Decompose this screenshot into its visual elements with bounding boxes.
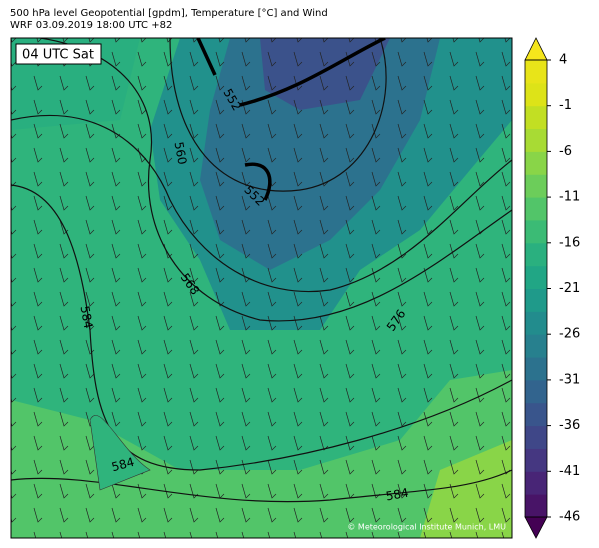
time-label: 04 UTC Sat: [22, 48, 94, 63]
colorbar-band: [525, 288, 547, 312]
colorbar-band: [525, 60, 547, 84]
colorbar-band: [525, 197, 547, 221]
colorbar: 4 -1 -6 -11 -16 -21 -26 -31 -36 -41 -46: [524, 37, 580, 539]
colorbar-tick-label: -16: [559, 235, 580, 250]
colorbar-band: [525, 174, 547, 198]
colorbar-tick-label: -21: [559, 281, 580, 296]
subtitle: WRF 03.09.2019 18:00 UTC +82: [10, 20, 172, 31]
colorbar-tick-label: -6: [559, 144, 572, 159]
colorbar-band: [525, 151, 547, 175]
colorbar-tick-label: -36: [559, 418, 580, 433]
colorbar-band: [525, 471, 547, 495]
colorbar-band: [525, 82, 547, 107]
colorbar-tick-label: -26: [559, 327, 580, 342]
colorbar-tick-label: -1: [559, 98, 572, 113]
colorbar-band: [525, 402, 547, 427]
contour-label: 584: [78, 305, 96, 330]
contour-label: 584: [110, 455, 136, 474]
colorbar-band: [525, 105, 547, 130]
colorbar-tick-label: -46: [559, 510, 580, 525]
colorbar-band: [525, 265, 547, 289]
map: 552 560 552 568 584 576 584 584 © Meteor…: [11, 38, 512, 538]
colorbar-tick-label: -41: [559, 464, 580, 479]
colorbar-band: [525, 311, 547, 335]
colorbar-band: [525, 448, 547, 472]
colorbar-band: [525, 494, 547, 518]
credit: © Meteorological Institute Munich, LMU: [347, 523, 506, 532]
colorbar-band: [525, 357, 547, 381]
colorbar-band: [525, 128, 547, 152]
colorbar-tick-label: 4: [559, 53, 567, 68]
colorbar-band: [525, 219, 547, 244]
contour-label: 584: [385, 486, 410, 504]
colorbar-tick-label: -31: [559, 372, 580, 387]
colorbar-extend-high: [524, 37, 548, 61]
colorbar-band: [525, 379, 547, 404]
colorbar-extend-low: [524, 516, 548, 539]
title: 500 hPa level Geopotential [gpdm], Tempe…: [10, 8, 328, 19]
colorbar-band: [525, 242, 547, 267]
contour-label: 560: [172, 141, 190, 166]
colorbar-band: [525, 425, 547, 449]
colorbar-band: [525, 334, 547, 358]
colorbar-tick-label: -11: [559, 190, 580, 205]
